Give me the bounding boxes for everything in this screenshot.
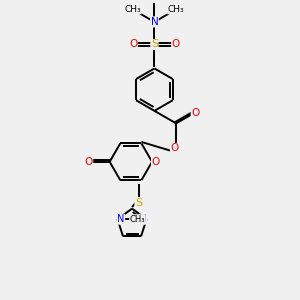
Text: N: N bbox=[117, 214, 125, 224]
Text: N: N bbox=[151, 17, 158, 27]
Text: CH₃: CH₃ bbox=[130, 215, 145, 224]
Text: S: S bbox=[151, 39, 158, 50]
Text: O: O bbox=[172, 39, 180, 50]
Text: N: N bbox=[140, 214, 147, 224]
Text: O: O bbox=[170, 143, 179, 153]
Text: O: O bbox=[85, 157, 93, 167]
Text: S: S bbox=[135, 198, 142, 208]
Text: O: O bbox=[129, 39, 137, 50]
Text: O: O bbox=[191, 108, 200, 118]
Text: O: O bbox=[152, 157, 160, 167]
Text: CH₃: CH₃ bbox=[124, 5, 141, 14]
Text: CH₃: CH₃ bbox=[168, 5, 184, 14]
